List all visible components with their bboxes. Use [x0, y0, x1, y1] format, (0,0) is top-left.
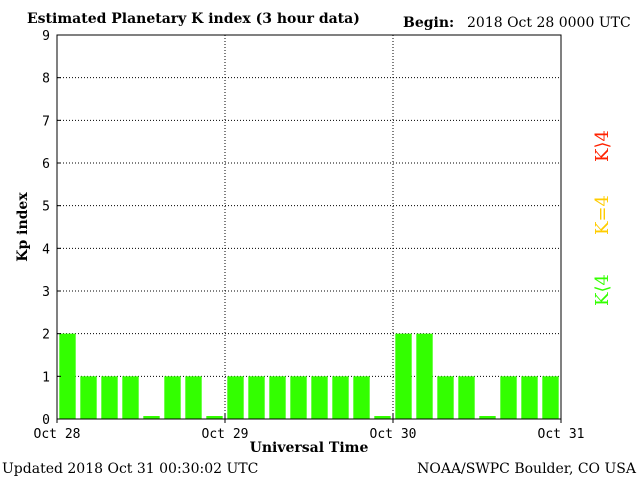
y-tick-label: 8	[42, 72, 50, 87]
bar	[416, 333, 433, 419]
begin-label: Begin:	[403, 15, 454, 31]
legend-k-less-4: K⟨4	[592, 274, 613, 306]
bar	[521, 376, 538, 419]
y-tick-label: 0	[42, 413, 50, 428]
begin-value: 2018 Oct 28 0000 UTC	[467, 15, 631, 31]
y-tick-label: 6	[42, 157, 50, 172]
bar	[395, 333, 412, 419]
bar	[59, 333, 76, 419]
bar	[80, 376, 97, 419]
updated-timestamp: Updated 2018 Oct 31 00:30:02 UTC	[2, 461, 258, 477]
bar	[542, 376, 559, 419]
grid-lines	[57, 35, 561, 419]
bar	[374, 416, 391, 419]
legend-k-equal-4: K=4	[592, 195, 613, 235]
bar	[164, 376, 181, 419]
bar	[500, 376, 517, 419]
y-tick-labels: 0 1 2 3 4 5 6 7 8 9	[42, 29, 61, 428]
bar	[311, 376, 328, 419]
y-tick-label: 2	[42, 328, 50, 343]
bar	[479, 416, 496, 419]
bar	[101, 376, 118, 419]
chart-title: Estimated Planetary K index (3 hour data…	[27, 11, 360, 27]
x-tick-label: Oct 30	[370, 427, 417, 442]
y-tick-label: 9	[42, 29, 50, 44]
bar	[353, 376, 370, 419]
y-tick-label: 3	[42, 285, 50, 300]
y-tick-label: 4	[42, 242, 50, 257]
bar	[437, 376, 454, 419]
x-tick-labels: Oct 28 Oct 29 Oct 30 Oct 31	[34, 414, 585, 442]
y-tick-label: 1	[42, 370, 50, 385]
bar	[185, 376, 202, 419]
x-tick-label: Oct 29	[202, 427, 249, 442]
x-tick-label: Oct 31	[538, 427, 585, 442]
bar	[269, 376, 286, 419]
bar	[143, 416, 160, 419]
bar	[227, 376, 244, 419]
bar	[122, 376, 139, 419]
bar	[290, 376, 307, 419]
x-tick-label: Oct 28	[34, 427, 81, 442]
y-tick-label: 5	[42, 200, 50, 215]
source-credit: NOAA/SWPC Boulder, CO USA	[417, 461, 637, 477]
plot-frame	[56, 34, 562, 420]
bar	[206, 416, 223, 419]
legend-k-greater-4: K⟩4	[592, 130, 613, 162]
x-axis-label: Universal Time	[250, 440, 369, 456]
y-tick-label: 7	[42, 114, 50, 129]
bar	[458, 376, 475, 419]
bar	[332, 376, 349, 419]
bar	[248, 376, 265, 419]
bars	[59, 333, 559, 419]
y-axis-label: Kp index	[15, 192, 31, 262]
